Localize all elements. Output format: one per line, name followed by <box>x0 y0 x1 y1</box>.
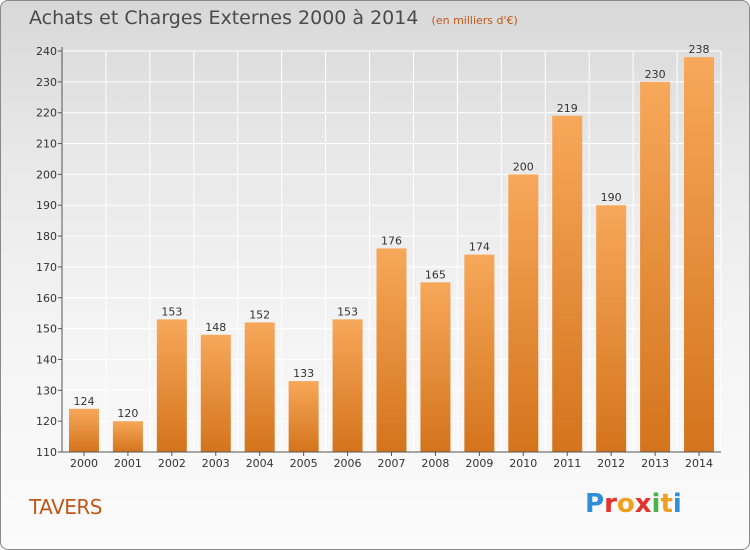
bar <box>684 57 715 453</box>
x-tick-label: 2003 <box>202 457 230 470</box>
data-label: 230 <box>645 68 666 81</box>
x-tick-label: 2013 <box>641 457 669 470</box>
y-tick-label: 110 <box>36 446 57 459</box>
bar <box>552 115 583 453</box>
y-tick-label: 200 <box>36 168 57 181</box>
y-tick-label: 210 <box>36 138 57 151</box>
x-tick-label: 2010 <box>509 457 537 470</box>
data-label: 153 <box>161 305 182 318</box>
data-label: 152 <box>249 308 270 321</box>
bar <box>156 319 187 452</box>
chart-title: Achats et Charges Externes 2000 à 2014 <box>29 7 419 29</box>
logo-letter: t <box>660 489 673 519</box>
proxiti-logo[interactable]: Proxiti <box>585 489 682 519</box>
x-tick-label: 2006 <box>334 457 362 470</box>
y-tick-label: 170 <box>36 261 57 274</box>
city-name: TAVERS <box>29 495 102 519</box>
y-tick-label: 230 <box>36 76 57 89</box>
data-label: 238 <box>689 43 710 56</box>
x-tick-label: 2009 <box>465 457 493 470</box>
bar <box>420 282 451 452</box>
bar <box>640 81 671 452</box>
data-label: 190 <box>601 191 622 204</box>
logo-letter: r <box>604 489 617 519</box>
bar <box>200 334 231 452</box>
x-tick-label: 2005 <box>290 457 318 470</box>
data-label: 176 <box>381 234 402 247</box>
bar <box>376 248 407 452</box>
y-tick-label: 180 <box>36 230 57 243</box>
y-tick-label: 160 <box>36 292 57 305</box>
logo-letter: i <box>651 489 661 519</box>
bar <box>68 408 99 452</box>
axis-layer: 110 120 130 140 150 160 170 180 190 200 210 220 230 2… <box>36 45 721 470</box>
bar <box>464 254 495 452</box>
x-tick-label: 2002 <box>158 457 186 470</box>
labels-layer: 124 120 153 148 152 133 153 176 165 174 200 219 190 2… <box>73 43 709 420</box>
y-tick-label: 220 <box>36 107 57 120</box>
bar <box>244 322 275 452</box>
x-tick-label: 2014 <box>685 457 713 470</box>
bar <box>332 319 363 452</box>
x-tick-label: 2004 <box>246 457 274 470</box>
x-tick-label: 2008 <box>421 457 449 470</box>
logo-letter: P <box>585 489 605 519</box>
chart-subtitle: (en milliers d'€) <box>431 14 518 27</box>
data-label: 148 <box>205 321 226 334</box>
x-tick-label: 2011 <box>553 457 581 470</box>
data-label: 174 <box>469 241 490 254</box>
x-tick-label: 2001 <box>114 457 142 470</box>
logo-letter: x <box>634 489 652 519</box>
title-row: Achats et Charges Externes 2000 à 2014 (… <box>29 7 518 29</box>
data-label: 200 <box>513 160 534 173</box>
bar <box>112 421 143 452</box>
y-tick-label: 130 <box>36 384 57 397</box>
data-label: 124 <box>73 395 94 408</box>
bar <box>288 381 319 452</box>
data-label: 120 <box>117 407 138 420</box>
data-label: 219 <box>557 102 578 115</box>
y-tick-label: 120 <box>36 415 57 428</box>
data-label: 165 <box>425 268 446 281</box>
logo-letter: i <box>672 489 682 519</box>
bars-layer <box>68 57 715 453</box>
logo-letter: o <box>616 489 635 519</box>
y-tick-label: 190 <box>36 199 57 212</box>
data-label: 133 <box>293 367 314 380</box>
y-tick-label: 140 <box>36 353 57 366</box>
data-label: 153 <box>337 305 358 318</box>
y-tick-label: 240 <box>36 45 57 58</box>
x-tick-label: 2000 <box>70 457 98 470</box>
bar <box>508 174 539 452</box>
x-tick-label: 2007 <box>378 457 406 470</box>
y-tick-label: 150 <box>36 323 57 336</box>
bar <box>596 205 627 452</box>
x-tick-label: 2012 <box>597 457 625 470</box>
